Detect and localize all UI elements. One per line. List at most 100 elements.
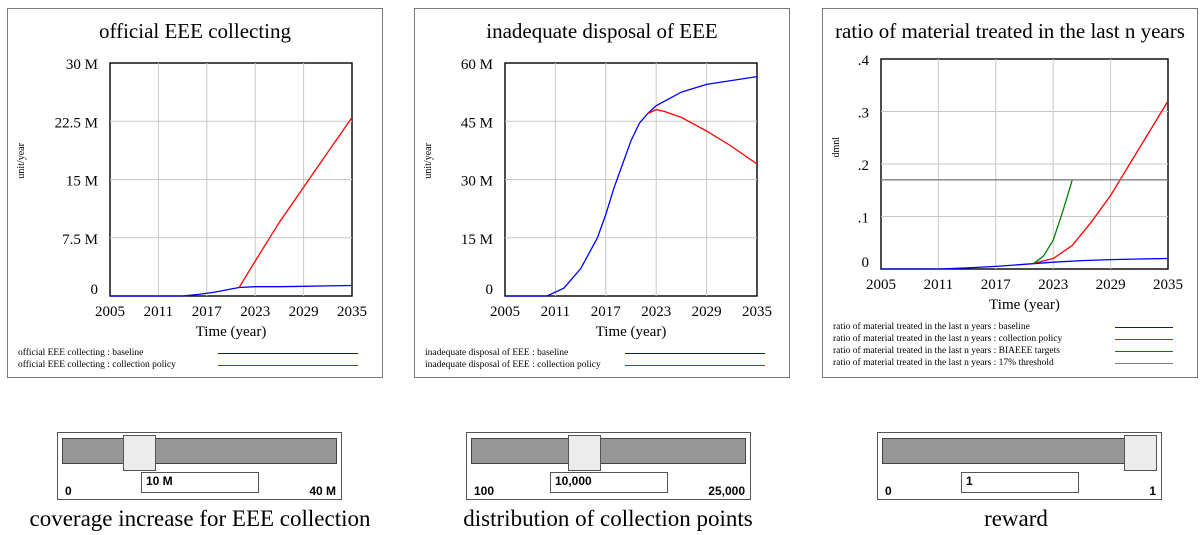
legend-swatch (625, 365, 765, 366)
chart-title: official EEE collecting (98, 19, 292, 43)
x-tick-label: 2011 (541, 304, 570, 320)
slider-value-field[interactable]: 1 (961, 472, 1079, 493)
chart-plot: 2005 2011 2017 2023 2029 2035 30 M 22.5 M 15 M 7.… (16, 57, 367, 340)
chart-title: inadequate disposal of EEE (486, 19, 718, 43)
chart-legend: ratio of material treated in the last n … (833, 321, 1187, 369)
chart-panel-official-eee-collecting: official EEE collecting 2005 2011 2017 2023… (7, 8, 383, 378)
legend-label: official EEE collecting : collection pol… (18, 360, 176, 370)
legend-item-collection-policy: official EEE collecting : collection pol… (18, 359, 372, 371)
slider-thumb[interactable] (1124, 435, 1157, 471)
x-tick-label: 2017 (192, 304, 223, 320)
slider-min-label: 0 (885, 484, 892, 498)
x-axis-title: Time (year) (596, 324, 667, 340)
x-tick-label: 2011 (144, 304, 173, 320)
x-tick-label: 2005 (866, 277, 896, 293)
chart-legend: official EEE collecting : baseline offic… (18, 347, 372, 371)
legend-item-collection-policy: ratio of material treated in the last n … (833, 333, 1187, 345)
y-tick-label: 15 M (66, 174, 98, 190)
slider-thumb[interactable] (122, 435, 156, 471)
y-tick-label: 60 M (461, 57, 493, 73)
slider-label-reward: reward (984, 506, 1048, 531)
legend-swatch (1115, 363, 1173, 364)
slider-value-field[interactable]: 10 M (141, 472, 259, 493)
y-tick-label: 0 (486, 282, 494, 298)
slider-max-label: 1 (1149, 484, 1156, 498)
chart-title: ratio of material treated in the last n … (835, 19, 1185, 43)
legend-item-collection-policy: inadequate disposal of EEE : collection … (425, 359, 779, 371)
legend-swatch (1115, 327, 1173, 328)
chart-panel-ratio-material-treated: ratio of material treated in the last n … (822, 8, 1198, 378)
x-tick-label: 2035 (1153, 277, 1183, 293)
x-tick-label: 2029 (1096, 277, 1126, 293)
series-line (647, 108, 758, 165)
legend-swatch (1115, 339, 1173, 340)
slider-thumb[interactable] (567, 435, 601, 471)
y-tick-label: .4 (858, 53, 870, 69)
series-line (1033, 179, 1073, 264)
x-tick-label: 2011 (924, 277, 953, 293)
chart-plot: 2005 2011 2017 2023 2029 2035 60 M 45 M 30 M 15 M… (423, 57, 772, 340)
slider-max-label: 25,000 (708, 484, 745, 498)
series-line (1033, 100, 1169, 264)
legend-label: ratio of material treated in the last n … (833, 358, 1054, 368)
x-tick-label: 2005 (95, 304, 125, 320)
legend-label: official EEE collecting : baseline (18, 348, 144, 358)
y-tick-label: 22.5 M (55, 115, 98, 131)
y-tick-label: 30 M (66, 57, 98, 73)
legend-swatch (218, 365, 358, 366)
x-tick-label: 2035 (742, 304, 772, 320)
x-tick-label: 2023 (240, 304, 270, 320)
y-tick-label: .2 (858, 158, 869, 174)
legend-label: inadequate disposal of EEE : collection … (425, 360, 601, 370)
slider-distribution-points[interactable]: 10,000 100 25,000 (466, 432, 751, 500)
series-line (238, 117, 353, 288)
y-tick-label: 30 M (461, 174, 493, 190)
legend-label: ratio of material treated in the last n … (833, 334, 1063, 344)
x-tick-label: 2017 (981, 277, 1012, 293)
slider-value-field[interactable]: 10,000 (550, 472, 668, 493)
slider-coverage-increase[interactable]: 10 M 0 40 M (57, 432, 342, 500)
legend-swatch (1115, 351, 1173, 352)
series-line (881, 257, 1169, 270)
y-tick-label: .1 (858, 211, 869, 227)
y-tick-label: .3 (858, 106, 869, 122)
slider-min-label: 0 (65, 484, 72, 498)
x-tick-label: 2017 (591, 304, 622, 320)
legend-item-baseline: official EEE collecting : baseline (18, 347, 372, 359)
slider-track[interactable] (882, 438, 1157, 464)
legend-item-biaeee-targets: ratio of material treated in the last n … (833, 345, 1187, 357)
y-tick-label: 0 (862, 255, 870, 271)
x-tick-label: 2023 (641, 304, 671, 320)
legend-item-baseline: inadequate disposal of EEE : baseline (425, 347, 779, 359)
y-tick-label: 0 (91, 282, 99, 298)
x-axis-title: Time (year) (989, 297, 1060, 313)
legend-item-baseline: ratio of material treated in the last n … (833, 321, 1187, 333)
slider-track[interactable] (62, 438, 337, 464)
legend-item-17-threshold: ratio of material treated in the last n … (833, 357, 1187, 369)
legend-swatch (625, 353, 765, 354)
slider-label-coverage: coverage increase for EEE collection (29, 506, 371, 531)
y-tick-label: 7.5 M (62, 232, 98, 248)
slider-min-label: 100 (474, 484, 495, 498)
slider-label-distribution: distribution of collection points (463, 506, 753, 531)
slider-reward[interactable]: 1 0 1 (877, 432, 1162, 500)
x-tick-label: 2023 (1038, 277, 1068, 293)
y-tick-label: 45 M (461, 115, 493, 131)
legend-label: ratio of material treated in the last n … (833, 346, 1060, 356)
slider-max-label: 40 M (309, 484, 336, 498)
legend-label: ratio of material treated in the last n … (833, 322, 1030, 332)
x-tick-label: 2029 (289, 304, 319, 320)
x-tick-label: 2029 (692, 304, 722, 320)
chart-legend: inadequate disposal of EEE : baseline in… (425, 347, 779, 371)
y-axis-unit: unit/year (16, 142, 27, 178)
legend-swatch (218, 353, 358, 354)
legend-label: inadequate disposal of EEE : baseline (425, 348, 569, 358)
y-axis-unit: unit/year (423, 142, 434, 178)
x-tick-label: 2005 (490, 304, 520, 320)
slider-track[interactable] (471, 438, 746, 464)
y-axis-unit: dmnl (831, 137, 842, 158)
y-tick-label: 15 M (461, 232, 493, 248)
chart-plot: 2005 2011 2017 2023 2029 2035 .4 .3 .2 .1 0 Time (y… (831, 53, 1183, 313)
series-line (505, 75, 758, 297)
x-tick-label: 2035 (337, 304, 367, 320)
